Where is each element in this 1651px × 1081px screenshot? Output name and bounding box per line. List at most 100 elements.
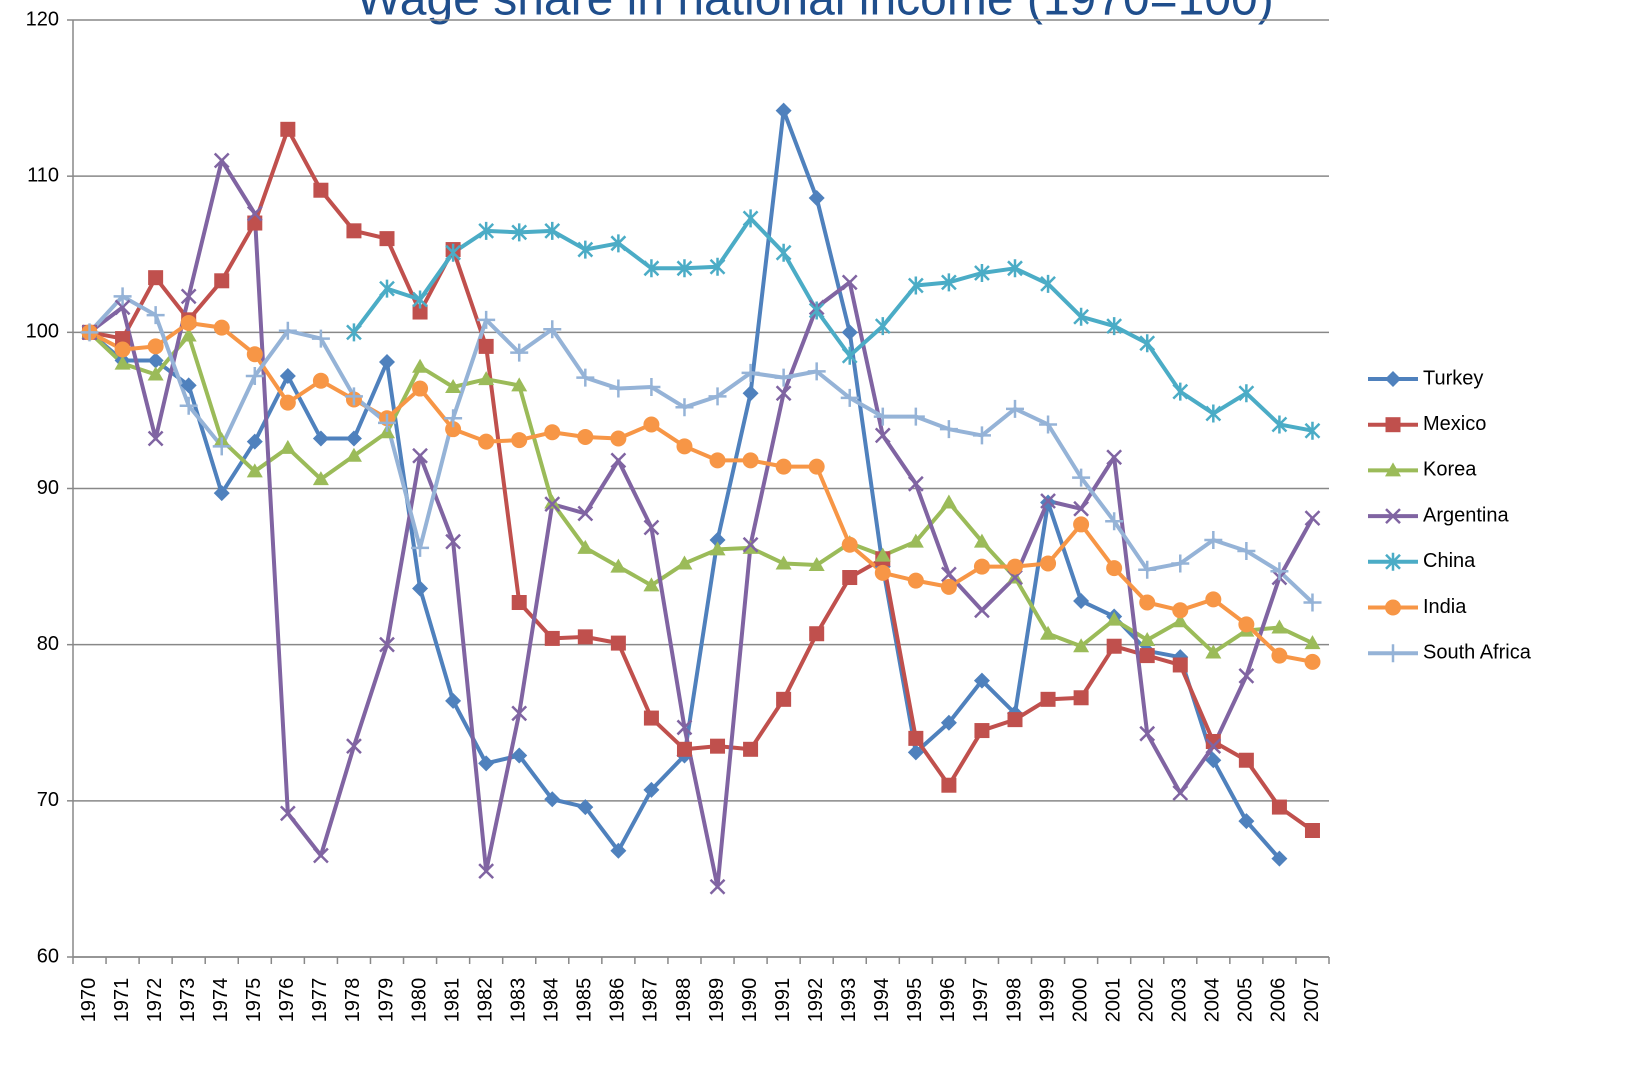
x-tick-label: 1973 [177, 978, 199, 1023]
data-point [412, 447, 428, 464]
data-point [1205, 733, 1221, 749]
series-line [88, 294, 1314, 604]
data-point [1138, 560, 1157, 579]
data-point [610, 635, 626, 651]
data-point [1205, 752, 1222, 769]
data-point [643, 259, 660, 278]
data-point [643, 416, 660, 433]
data-point [345, 430, 362, 447]
legend-label: Turkey [1423, 367, 1483, 389]
data-point [1139, 648, 1155, 664]
data-point [643, 577, 660, 592]
data-point [1106, 611, 1123, 626]
series-line [352, 216, 1313, 433]
data-point [279, 394, 296, 411]
data-point [709, 878, 726, 895]
series-line [89, 127, 1314, 833]
data-point [1238, 616, 1255, 633]
data-point [1039, 415, 1058, 434]
data-point [676, 259, 693, 278]
data-point [1073, 500, 1089, 517]
data-point [1139, 725, 1156, 742]
x-tick-label: 1979 [375, 978, 397, 1023]
data-point [312, 372, 329, 389]
data-point [809, 626, 825, 642]
data-point [577, 240, 594, 259]
y-tick-label: 90 [37, 477, 59, 499]
data-point [445, 692, 462, 709]
data-point [1172, 602, 1189, 619]
data-point [1304, 421, 1321, 440]
legend-label: India [1423, 596, 1467, 618]
data-point [346, 223, 362, 239]
data-point [311, 329, 330, 348]
data-point [213, 485, 230, 502]
data-point [1105, 512, 1124, 531]
data-point [544, 791, 561, 808]
x-tick-label: 1997 [970, 978, 992, 1023]
data-point [676, 555, 693, 570]
data-point [1106, 560, 1123, 577]
data-point [576, 368, 595, 387]
data-point [511, 595, 527, 611]
data-point [840, 388, 859, 407]
data-point [610, 234, 627, 253]
data-point [775, 102, 792, 119]
data-point [610, 452, 627, 469]
data-point [940, 578, 957, 595]
data-point [478, 433, 495, 450]
data-point [610, 558, 627, 573]
data-point [1040, 625, 1057, 640]
data-point [544, 630, 560, 646]
x-tick-label: 1974 [210, 978, 232, 1023]
x-tick-label: 1986 [607, 978, 629, 1023]
legend-marker [1385, 417, 1401, 433]
data-point [1205, 644, 1222, 659]
data-point [280, 121, 296, 137]
data-point [676, 438, 693, 455]
data-point [577, 428, 594, 445]
legend-marker [1385, 552, 1401, 571]
data-point [874, 564, 891, 581]
data-point [379, 231, 395, 247]
data-point [708, 387, 727, 406]
data-point [808, 190, 825, 207]
data-point [1172, 785, 1189, 801]
data-point [313, 182, 329, 198]
data-point [1007, 259, 1023, 278]
data-point [379, 354, 395, 371]
data-point [412, 304, 428, 320]
data-point [1072, 468, 1091, 487]
data-point [577, 505, 594, 522]
y-tick-label: 70 [37, 789, 59, 811]
data-point [246, 346, 263, 363]
data-point [1073, 307, 1089, 326]
data-point [180, 377, 197, 394]
data-point [974, 263, 990, 282]
data-point [709, 532, 726, 549]
data-point [906, 407, 925, 426]
data-point [1073, 592, 1090, 609]
data-point [1171, 554, 1190, 573]
data-point [180, 288, 197, 305]
y-tick-label: 60 [37, 945, 59, 967]
x-tick-label: 1993 [838, 978, 860, 1023]
data-point [80, 323, 99, 342]
data-point [1106, 317, 1123, 336]
x-tick-label: 1994 [871, 978, 893, 1023]
data-point [709, 452, 726, 469]
data-point [147, 366, 164, 381]
data-point [445, 421, 462, 438]
data-point [246, 463, 263, 478]
data-point [808, 557, 825, 572]
data-point [807, 362, 826, 381]
data-point [1172, 657, 1188, 673]
data-point [974, 723, 990, 739]
legend-marker [1385, 599, 1401, 616]
data-point [511, 747, 528, 764]
data-point [709, 541, 726, 556]
data-point [1007, 558, 1023, 575]
data-point [577, 539, 594, 554]
data-point [742, 536, 759, 553]
data-point [1040, 691, 1056, 707]
